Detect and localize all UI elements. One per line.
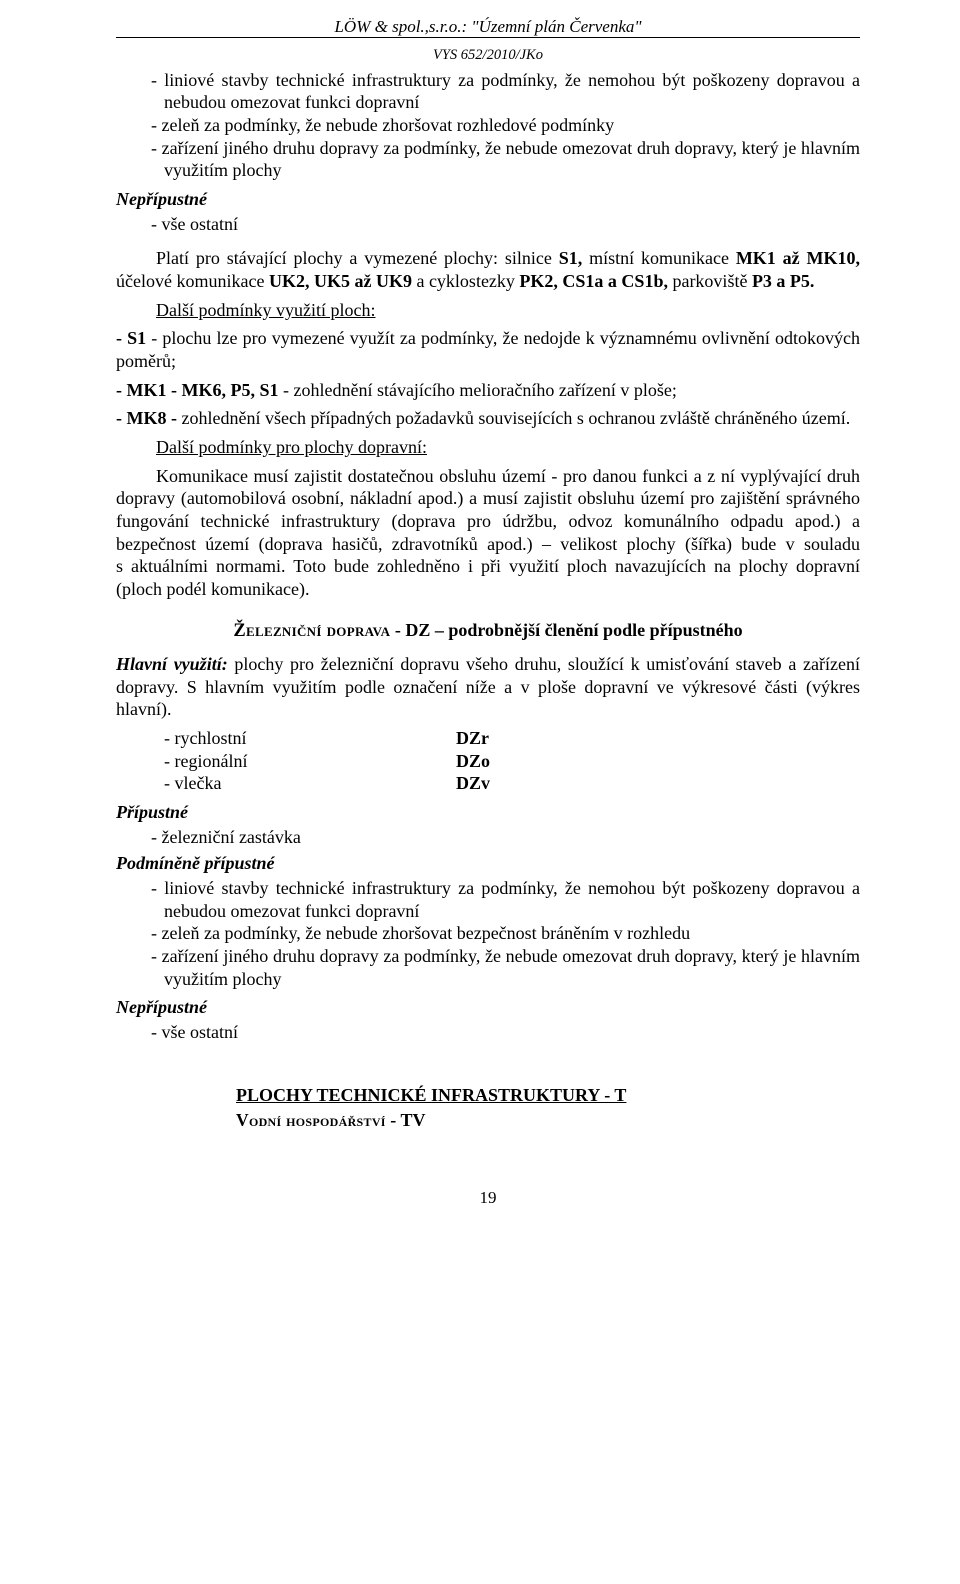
sub-rest: - TV [386, 1110, 426, 1130]
text: parkoviště [668, 271, 752, 291]
conditions-title: Další podmínky využití ploch: [116, 299, 860, 322]
code: S1, [559, 248, 583, 268]
list-item: - liniové stavby technické infrastruktur… [116, 877, 860, 922]
list-item: - zeleň za podmínky, že nebude zhoršovat… [116, 114, 860, 137]
row-value: DZr [456, 728, 489, 748]
row-label: - vlečka [164, 772, 456, 795]
text: - zohlednění stávajícího melioračního za… [278, 380, 676, 400]
heading-smallcaps: Železniční doprava [233, 621, 390, 641]
text: Platí pro stávající plochy a vymezené pl… [156, 248, 559, 268]
sub-smallcaps: Vodní hospodářství [236, 1110, 386, 1130]
text: - plochu lze pro vymezené využít za podm… [116, 328, 860, 371]
section-sub-tv: Vodní hospodářství - TV [116, 1109, 860, 1132]
label-row: - regionálníDZo [116, 750, 860, 773]
nepripustne-head-2: Nepřípustné [116, 996, 860, 1019]
long-paragraph: Komunikace musí zajistit dostatečnou obs… [116, 465, 860, 601]
list-item: - zařízení jiného druhu dopravy za podmí… [116, 945, 860, 990]
underline-title: Další podmínky pro plochy dopravní: [156, 437, 427, 457]
list-item: - vše ostatní [116, 213, 860, 236]
code: MK1 až MK10, [736, 248, 860, 268]
hlavni-vyuziti: Hlavní využití: plochy pro železniční do… [116, 653, 860, 721]
code: - MK8 - [116, 408, 177, 428]
text: a cyklostezky [412, 271, 519, 291]
nepripustne-head: Nepřípustné [116, 188, 860, 211]
section-title-t: PLOCHY TECHNICKÉ INFRASTRUKTURY - T [116, 1084, 860, 1107]
paragraph: - S1 - plochu lze pro vymezené využít za… [116, 327, 860, 372]
code: - S1 [116, 328, 146, 348]
code: UK2, UK5 až UK9 [269, 271, 412, 291]
pod-list-2: - liniové stavby technické infrastruktur… [116, 877, 860, 990]
row-value: DZv [456, 773, 490, 793]
list-item: - zařízení jiného druhu dopravy za podmí… [116, 137, 860, 182]
text: účelové komunikace [116, 271, 269, 291]
row-value: DZo [456, 751, 490, 771]
row-label: - rychlostní [164, 727, 456, 750]
text: zohlednění všech případných požadavků so… [177, 408, 850, 428]
conditions-title-2: Další podmínky pro plochy dopravní: [116, 436, 860, 459]
code: PK2, CS1a a CS1b, [519, 271, 668, 291]
heading-rest: - DZ – podrobnější členění podle přípust… [390, 620, 742, 640]
hlavni-text: plochy pro železniční dopravu všeho druh… [116, 654, 860, 719]
text: místní komunikace [582, 248, 736, 268]
section-heading-zd: Železniční doprava - DZ – podrobnější čl… [116, 619, 860, 643]
list-item: - železniční zastávka [116, 826, 860, 849]
list-item: - vše ostatní [116, 1021, 860, 1044]
doc-header: LÖW & spol.,s.r.o.: "Územní plán Červenk… [116, 16, 860, 38]
hlavni-lead: Hlavní využití: [116, 654, 228, 674]
paragraph: - MK8 - zohlednění všech případných poža… [116, 407, 860, 430]
code: - MK1 - MK6, P5, S1 [116, 380, 278, 400]
podminene-head: Podmíněně přípustné [116, 852, 860, 875]
doc-ref: VYS 652/2010/JKo [116, 46, 860, 64]
title-underline: PLOCHY TECHNICKÉ INFRASTRUKTURY - T [236, 1085, 626, 1105]
underline-title: Další podmínky využití ploch: [156, 300, 375, 320]
code: P3 a P5. [752, 271, 815, 291]
row-label: - regionální [164, 750, 456, 773]
pripustne-head: Přípustné [116, 801, 860, 824]
list-item: - liniové stavby technické infrastruktur… [116, 69, 860, 114]
pod-list-1: - liniové stavby technické infrastruktur… [116, 69, 860, 182]
paragraph: - MK1 - MK6, P5, S1 - zohlednění stávají… [116, 379, 860, 402]
list-item: - zeleň za podmínky, že nebude zhoršovat… [116, 922, 860, 945]
label-row: - vlečkaDZv [116, 772, 860, 795]
label-row: - rychlostníDZr [116, 727, 860, 750]
paragraph: Platí pro stávající plochy a vymezené pl… [116, 247, 860, 292]
page-number: 19 [116, 1187, 860, 1208]
